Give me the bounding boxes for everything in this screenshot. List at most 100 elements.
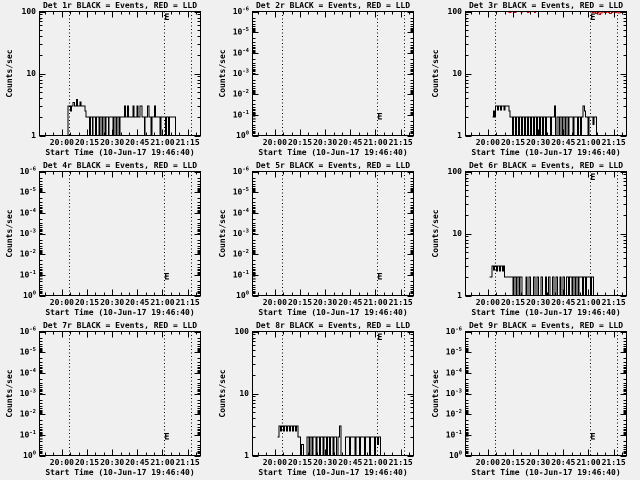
plot-title: Det 6r BLACK = Events, RED = LLD <box>469 161 623 170</box>
series-events <box>489 265 594 296</box>
y-tick-label: 10-6 <box>20 327 37 337</box>
y-tick-label: 1 <box>457 131 462 140</box>
x-axis-label: Start Time (10-Jun-17 19:46:40) <box>471 307 620 317</box>
y-tick-label: 10-5 <box>233 27 249 37</box>
y-tick-label: 10-6 <box>233 167 250 177</box>
y-tick-label: 100 <box>23 451 36 461</box>
axis-ticks <box>252 331 414 457</box>
y-tick-label: 100 <box>448 7 463 16</box>
y-tick-label: 1 <box>244 451 249 460</box>
x-tick-label: 20:00 <box>50 298 74 307</box>
y-axis-label: Counts/sec <box>431 369 440 417</box>
y-tick-label: 10-1 <box>233 270 250 280</box>
y-tick-label: 10-2 <box>233 89 249 99</box>
y-axis-label: Counts/sec <box>431 209 440 257</box>
x-axis-label: Start Time (10-Jun-17 19:46:40) <box>471 147 620 157</box>
y-tick-label: 10-6 <box>20 167 37 177</box>
y-tick-label: 10-4 <box>233 48 250 58</box>
x-tick-label: 20:00 <box>263 458 287 467</box>
flag-marker-E: E <box>377 333 382 343</box>
flag-marker-E: E <box>251 112 256 122</box>
series-events <box>277 425 382 456</box>
x-axis-label: Start Time (10-Jun-17 19:46:40) <box>258 467 407 477</box>
series-group: EE E <box>38 432 170 442</box>
y-tick-label: 1 <box>457 291 462 300</box>
x-tick-label: 21:15 <box>602 458 626 467</box>
x-tick-label: 20:30 <box>526 458 550 467</box>
plot-title: Det 8r BLACK = Events, RED = LLD <box>256 321 410 330</box>
x-tick-label: 20:30 <box>100 458 124 467</box>
x-tick-label: 21:15 <box>389 458 413 467</box>
x-tick-label: 20:45 <box>125 138 149 147</box>
plot-title: Det 2r BLACK = Events, RED = LLD <box>256 1 410 10</box>
plot-frame <box>252 171 414 296</box>
plot-frame <box>252 11 414 136</box>
x-tick-label: 20:00 <box>263 138 287 147</box>
x-tick-label: 21:00 <box>576 298 600 307</box>
x-tick-label: 20:15 <box>75 298 99 307</box>
y-tick-label: 100 <box>23 291 36 301</box>
plot-frame <box>465 11 627 136</box>
y-tick-label: 10-1 <box>20 430 37 440</box>
x-tick-label: 20:15 <box>288 458 312 467</box>
x-tick-label: 21:00 <box>363 458 387 467</box>
y-tick-label: 10-6 <box>446 327 463 337</box>
flag-marker-E: E <box>38 432 43 442</box>
y-tick-label: 10-1 <box>233 110 250 120</box>
plot-title: Det 5r BLACK = Events, RED = LLD <box>256 161 410 170</box>
series-events <box>67 99 176 136</box>
flag-marker-E: E <box>590 173 595 183</box>
flag-marker-E: E <box>164 432 169 442</box>
flag-marker-E: E <box>36 13 41 23</box>
y-tick-label: 10-3 <box>446 389 462 399</box>
plot-frame <box>465 331 627 456</box>
x-tick-label: 20:00 <box>50 138 74 147</box>
flag-marker-E: E <box>377 272 382 282</box>
y-tick-label: 10-4 <box>233 208 250 218</box>
y-tick-label: 10-6 <box>233 7 250 17</box>
flag-marker-E: E <box>164 272 169 282</box>
x-tick-label: 20:30 <box>313 458 337 467</box>
x-tick-label: 20:00 <box>263 298 287 307</box>
y-tick-label: 10-3 <box>233 229 249 239</box>
y-tick-label: 10-3 <box>20 229 36 239</box>
series-group: EE E <box>251 272 383 282</box>
x-tick-label: 20:00 <box>476 138 500 147</box>
y-tick-label: 10-2 <box>20 249 36 259</box>
plot-title: Det 1r BLACK = Events, RED = LLD <box>43 1 197 10</box>
y-tick-label: 10 <box>239 389 249 398</box>
x-tick-label: 21:00 <box>150 458 174 467</box>
eclipse-boundary-vlines <box>282 171 405 296</box>
axis-ticks <box>39 11 201 137</box>
eclipse-boundary-vlines <box>495 331 618 456</box>
x-tick-label: 20:45 <box>338 458 362 467</box>
x-axis-label: Start Time (10-Jun-17 19:46:40) <box>45 147 194 157</box>
x-tick-label: 21:15 <box>176 138 200 147</box>
eclipse-boundary-vlines <box>282 11 405 136</box>
x-tick-label: 20:30 <box>100 298 124 307</box>
y-axis-label: Counts/sec <box>5 369 14 417</box>
plot-frame <box>39 331 201 456</box>
x-tick-label: 20:15 <box>288 138 312 147</box>
flag-marker-E: E <box>251 272 256 282</box>
y-axis-label: Counts/sec <box>218 209 227 257</box>
x-tick-label: 20:00 <box>50 458 74 467</box>
axis-ticks <box>252 171 414 297</box>
y-tick-label: 10-1 <box>20 270 37 280</box>
axis-ticks <box>252 11 414 137</box>
x-tick-label: 20:45 <box>125 458 149 467</box>
y-tick-label: 10-4 <box>20 208 37 218</box>
x-tick-label: 21:00 <box>150 138 174 147</box>
x-tick-label: 20:30 <box>526 138 550 147</box>
y-tick-label: 100 <box>235 327 250 336</box>
eclipse-boundary-vlines <box>69 331 192 456</box>
plot-title: Det 3r BLACK = Events, RED = LLD <box>469 1 623 10</box>
plot-title: Det 9r BLACK = Events, RED = LLD <box>469 321 623 330</box>
axis-ticks <box>39 171 201 297</box>
x-tick-label: 21:15 <box>602 138 626 147</box>
x-tick-label: 21:00 <box>576 458 600 467</box>
